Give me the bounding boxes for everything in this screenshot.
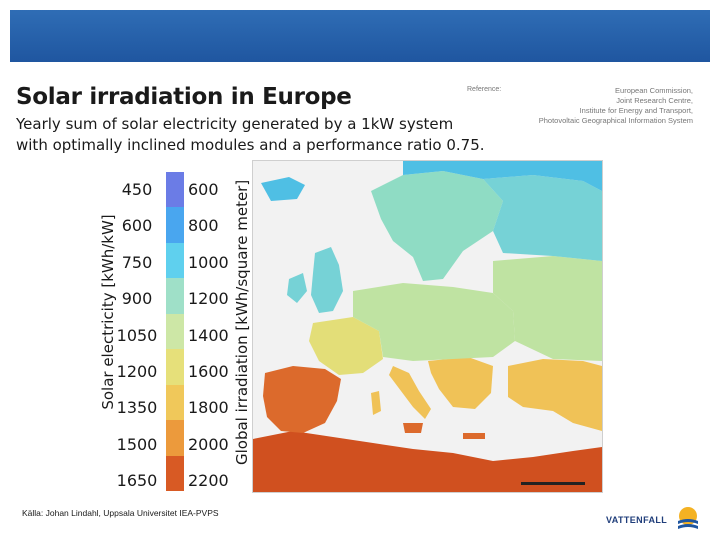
- legend-right-value: 600: [188, 180, 219, 199]
- vattenfall-sun-icon: [678, 507, 698, 529]
- legend-right-value: 1400: [188, 325, 229, 345]
- region-arctic: [403, 161, 602, 191]
- legend-swatch: [166, 420, 184, 456]
- legend-swatch: [166, 242, 184, 279]
- legend-right-value: 1800: [188, 398, 229, 418]
- legend-swatch: [166, 313, 184, 350]
- region-france: [309, 317, 383, 375]
- legend-right-value: 1000: [188, 252, 229, 272]
- legend-right-value: 1200: [188, 289, 229, 309]
- legend-swatch: [166, 384, 184, 421]
- legend-left-value: 900: [121, 289, 153, 309]
- legend-left-value: 1650: [116, 471, 158, 491]
- page-title: Solar irradiation in Europe: [16, 84, 352, 110]
- region-turkey: [508, 359, 602, 431]
- region-iberia: [263, 366, 341, 433]
- page-subtitle: Yearly sum of solar electricity generate…: [16, 115, 485, 154]
- region-north-africa: [253, 431, 602, 492]
- region-sardinia: [371, 391, 381, 415]
- europe-map-svg: [253, 161, 602, 492]
- legend-swatch: [166, 207, 184, 243]
- region-ireland: [287, 273, 307, 303]
- reference-label: Reference:: [467, 86, 502, 93]
- legend-right-value: 2200: [188, 471, 229, 491]
- europe-irradiation-map: [252, 160, 603, 493]
- legend-left-value: 1350: [116, 398, 158, 418]
- legend-left-value: 450: [121, 180, 153, 199]
- reference-line: European Commission,: [615, 86, 693, 95]
- region-finland: [483, 175, 602, 261]
- region-sicily: [403, 423, 423, 433]
- legend-swatch: [166, 278, 184, 314]
- reference-text: European Commission, Joint Research Cent…: [539, 86, 693, 126]
- legend-swatch: [166, 172, 184, 208]
- legend-swatch: [166, 349, 184, 385]
- region-crete: [463, 433, 485, 439]
- legend-left-value: 1500: [116, 434, 158, 454]
- legend-left-value: 600: [121, 216, 153, 236]
- region-britain: [311, 247, 343, 313]
- legend-left-value: 1050: [116, 325, 158, 345]
- region-balkans: [428, 357, 493, 409]
- source-caption: Källa: Johan Lindahl, Uppsala Universite…: [22, 508, 219, 518]
- vattenfall-logo-text: VATTENFALL: [606, 515, 668, 525]
- legend-left-value: 750: [121, 252, 153, 272]
- header-banner: [10, 10, 710, 62]
- region-east: [493, 256, 602, 361]
- reference-line: Joint Research Centre,: [616, 96, 693, 105]
- legend-right-value: 2000: [188, 434, 229, 454]
- legend-swatch: [166, 455, 184, 491]
- reference-line: Institute for Energy and Transport,: [579, 106, 693, 115]
- region-central: [353, 283, 515, 361]
- region-italy: [389, 366, 431, 419]
- reference-line: Photovoltaic Geographical Information Sy…: [538, 116, 693, 125]
- region-scandinavia: [371, 171, 503, 281]
- legend-right-value: 1600: [188, 361, 229, 381]
- legend-right-scale: 600 800 1000 1200 1400 1600 1800 2000 22…: [188, 172, 248, 500]
- map-scale-bar: [521, 482, 585, 485]
- legend-left-scale: 450 600 750 900 1050 1200 1350 1500 1650: [108, 172, 166, 500]
- legend-left-value: 1200: [116, 361, 158, 381]
- legend-right-value: 800: [188, 216, 219, 236]
- region-iceland: [261, 177, 305, 201]
- legend-color-bar: [166, 172, 184, 491]
